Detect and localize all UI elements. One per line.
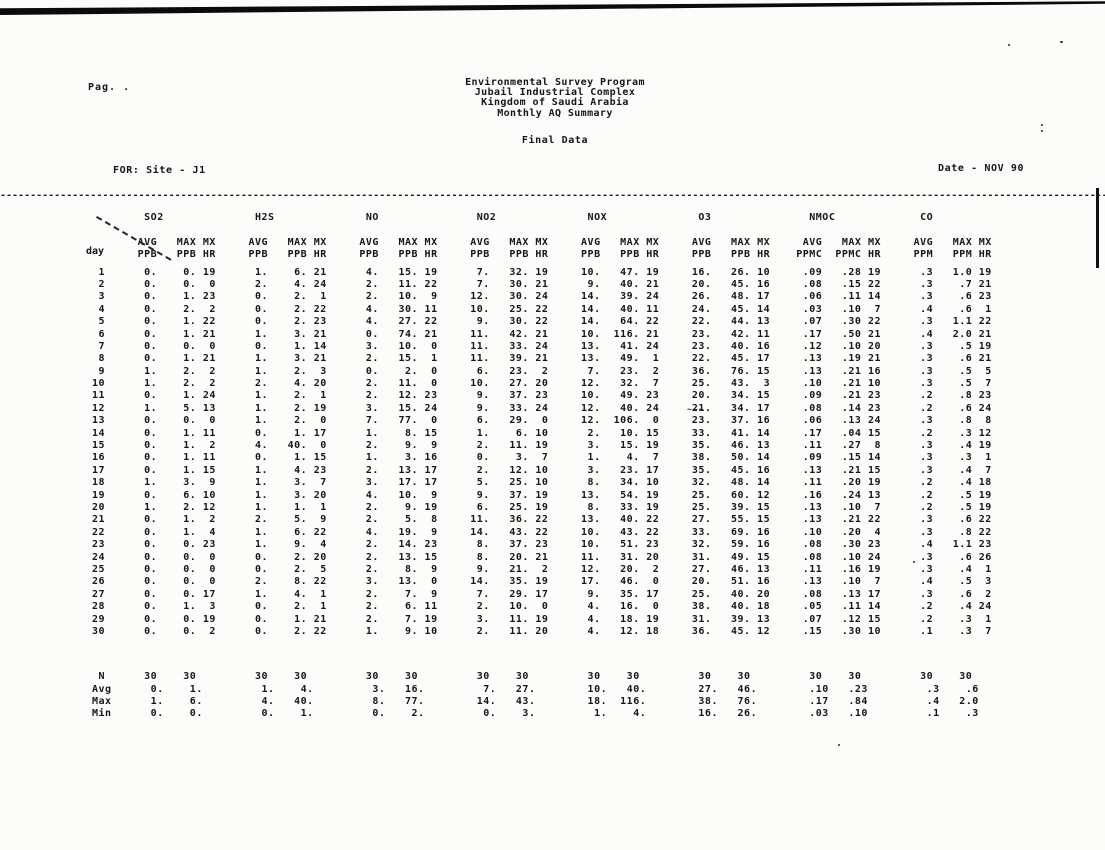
header-row-stats: AVG MAX MX AVG MAX MX AVG MAX MX AVG MAX… <box>92 237 992 249</box>
table-row: 5 0. 1. 22 0. 2. 23 4. 27. 22 9. 30. 22 … <box>92 316 992 328</box>
title-line-complex: Jubail Industrial Complex <box>474 87 636 99</box>
scan-speck <box>1060 41 1063 43</box>
table-row: 7 0. 0. 0 0. 1. 14 3. 10. 0 11. 33. 24 1… <box>92 340 992 352</box>
scan-speck <box>1041 124 1043 126</box>
table-row: 10 1. 2. 2 2. 4. 20 2. 11. 0 10. 27. 20 … <box>92 378 992 390</box>
title-line-program: Environmental Survey Program <box>465 77 645 88</box>
table-row: 17 0. 1. 15 1. 4. 23 2. 13. 17 2. 12. 10… <box>92 464 992 476</box>
scan-speck <box>1041 130 1043 132</box>
scan-speck <box>1008 44 1010 46</box>
date-label: Date - NOV 90 <box>938 163 1025 174</box>
data-table: SO2 H2S NO NO2 NOX O3 NMOC CO AVG MAX MX… <box>92 212 998 721</box>
table-row: 8 0. 1. 21 1. 3. 21 2. 15. 1 11. 39. 21 … <box>92 353 992 365</box>
table-row: 12 1. 5. 13 1. 2. 19 3. 15. 24 9. 33. 24… <box>92 402 992 414</box>
table-row: 3 0. 1. 23 0. 2. 1 2. 10. 9 12. 30. 24 1… <box>92 291 992 303</box>
site-label: FOR: Site - J1 <box>113 165 206 176</box>
table-row: 19 0. 6. 10 1. 3. 20 4. 10. 9 9. 37. 19 … <box>92 489 992 501</box>
day-column-header: day <box>86 246 105 257</box>
table-row: 15 0. 1. 2 4. 40. 0 2. 9. 9 2. 11. 19 3.… <box>92 440 992 452</box>
table-row: 29 0. 0. 19 0. 1. 21 2. 7. 19 3. 11. 19 … <box>92 613 992 625</box>
title-line-summary: Monthly AQ Summary <box>497 107 613 119</box>
report-title-block: Environmental Survey Program Jubail Indu… <box>330 77 780 146</box>
scan-right-smudge <box>1096 188 1099 268</box>
table-row: 14 0. 1. 11 0. 1. 17 1. 8. 15 1. 6. 10 2… <box>92 427 992 439</box>
table-row: 2 0. 0. 0 2. 4. 24 2. 11. 22 7. 30. 21 9… <box>92 278 992 290</box>
table-row: 6 0. 1. 21 1. 3. 21 0. 74. 21 11. 42. 21… <box>92 328 992 340</box>
table-row: 1 0. 0. 19 1. 6. 21 4. 15. 19 7. 32. 19 … <box>92 266 992 278</box>
table-row: 23 0. 0. 23 1. 9. 4 2. 14. 23 8. 37. 23 … <box>92 539 992 551</box>
table-row: 26 0. 0. 0 2. 8. 22 3. 13. 0 14. 35. 19 … <box>92 576 992 588</box>
dashed-separator: ----------------------------------------… <box>0 190 1105 200</box>
header-row-units: PPB PPB HR PPB PPB HR PPB PPB HR PPB PPB… <box>92 249 992 261</box>
page-number-label: Pag. . <box>88 82 131 93</box>
table-row: 20 1. 2. 12 1. 1. 1 2. 9. 19 6. 25. 19 8… <box>92 501 992 513</box>
table-row: 22 0. 1. 4 1. 6. 22 4. 19. 9 14. 43. 22 … <box>92 526 992 538</box>
header-row-groups: SO2 H2S NO NO2 NOX O3 NMOC CO <box>92 212 992 223</box>
table-row: 25 0. 0. 0 0. 2. 5 2. 8. 9 9. 21. 2 12. … <box>92 563 992 575</box>
table-row: 24 0. 0. 0 0. 2. 20 2. 13. 15 8. 20. 21 … <box>92 551 992 563</box>
table-row: 9 1. 2. 2 1. 2. 3 0. 2. 0 6. 23. 2 7. 23… <box>92 365 992 377</box>
table-row: 21 0. 1. 2 2. 5. 9 2. 5. 8 11. 36. 22 13… <box>92 514 992 526</box>
summary-row: Avg 0. 1. 1. 4. 3. 16. 7. 27. 10. 40. 27… <box>92 683 999 695</box>
table-row: 4 0. 2. 2 0. 2. 22 4. 30. 11 10. 25. 22 … <box>92 303 992 315</box>
table-row: 28 0. 1. 3 0. 2. 1 2. 6. 11 2. 10. 0 4. … <box>92 601 992 613</box>
summary-row: Min 0. 0. 0. 1. 0. 2. 0. 3. 1. 4. 16. 26… <box>92 708 999 720</box>
table-row: 16 0. 1. 11 0. 1. 15 1. 3. 16 0. 3. 7 1.… <box>92 452 992 464</box>
table-row: 13 0. 0. 0 1. 2. 0 7. 77. 0 6. 29. 0 12.… <box>92 415 992 427</box>
scan-squiggle: ~~~ <box>687 405 705 414</box>
title-line-country: Kingdom of Saudi Arabia <box>481 97 629 109</box>
table-row: 30 0. 0. 2 0. 2. 22 1. 9. 10 2. 11. 20 4… <box>92 625 992 637</box>
summary-row: Max 1. 6. 4. 40. 8. 77. 14. 43. 18. 116.… <box>92 696 999 708</box>
scan-speck <box>913 561 915 563</box>
table-row: 11 0. 1. 24 1. 2. 1 2. 12. 23 9. 37. 23 … <box>92 390 992 402</box>
summary-row: N 30 30 30 30 30 30 30 30 30 30 30 30 30… <box>92 671 992 683</box>
scan-edge-bar <box>0 1 1105 15</box>
table-row: 27 0. 0. 17 1. 4. 1 2. 7. 9 7. 29. 17 9.… <box>92 588 992 600</box>
final-data-label: Final Data <box>521 134 589 146</box>
table-row: 18 1. 3. 9 1. 3. 7 3. 17. 17 5. 25. 10 8… <box>92 477 992 489</box>
scan-speck <box>838 744 840 746</box>
